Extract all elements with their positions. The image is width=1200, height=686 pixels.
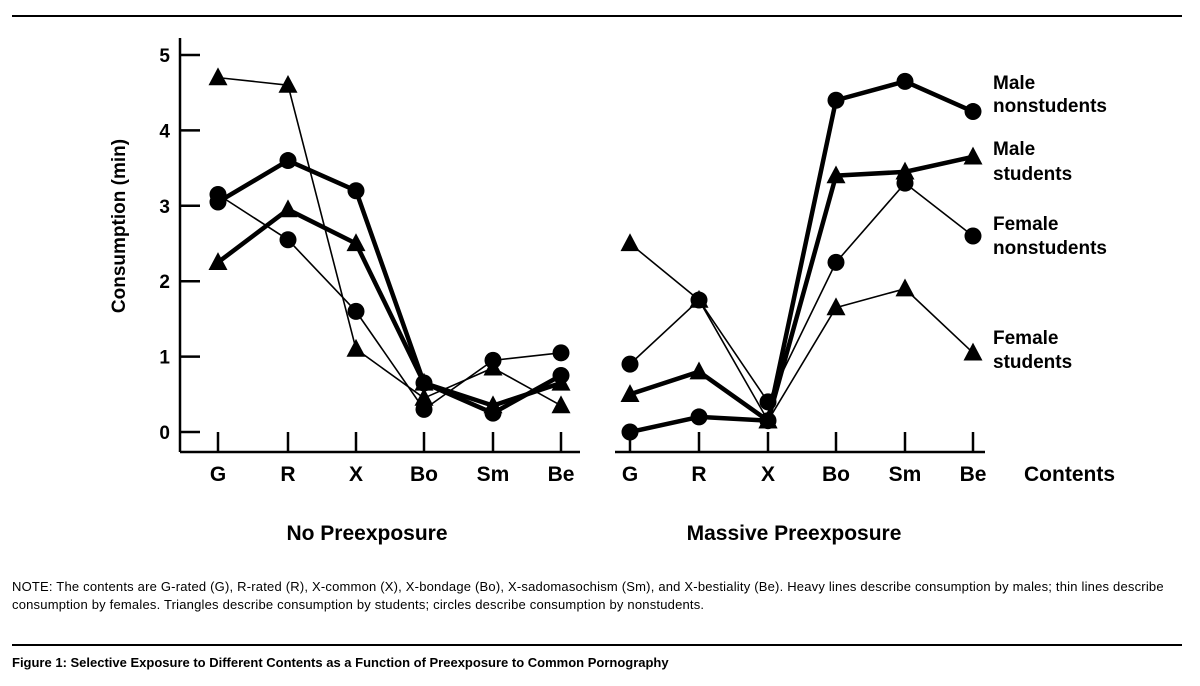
data-point-circle — [690, 408, 708, 426]
data-point-triangle — [208, 252, 228, 270]
series-line-female-nonstudents — [217, 193, 562, 411]
y-tick-label: 4 — [159, 121, 170, 142]
bottom-rule — [12, 644, 1182, 646]
series-line-female-students — [217, 76, 562, 407]
legend-label-line1: Female — [993, 328, 1058, 349]
data-point-triangle — [483, 395, 503, 414]
panel-title: No Preexposure — [286, 522, 447, 545]
data-point-circle — [964, 227, 982, 245]
series-line-male-nonstudents — [216, 158, 563, 416]
data-point-circle — [279, 152, 297, 170]
data-point-circle — [827, 253, 845, 271]
data-point-triangle — [689, 289, 709, 308]
data-point-circle — [347, 182, 365, 200]
series-line-male-students — [216, 207, 562, 408]
data-point-circle — [896, 174, 914, 192]
data-point-circle — [347, 302, 365, 320]
data-point-triangle — [208, 67, 228, 86]
y-tick-label: 0 — [159, 423, 170, 444]
legend-label-line2: nonstudents — [993, 238, 1107, 259]
data-point-circle — [279, 231, 297, 249]
data-point-circle — [209, 185, 227, 203]
y-tick-label: 5 — [159, 46, 170, 67]
data-point-circle — [621, 423, 639, 441]
y-tick-label: 3 — [159, 197, 170, 218]
chart-series — [208, 67, 983, 441]
legend-label-line2: students — [993, 352, 1072, 373]
y-tick-label: 1 — [159, 348, 170, 369]
x-tick-label-g: G — [210, 463, 226, 486]
x-tick-label-bo: Bo — [822, 463, 850, 486]
data-point-triangle — [346, 338, 366, 357]
legend-item: Female nonstudents — [993, 214, 1107, 259]
data-point-triangle — [963, 146, 983, 165]
panel-title: Massive Preexposure — [687, 522, 902, 545]
x-tick-label-r: R — [280, 463, 295, 486]
data-point-circle — [896, 72, 914, 90]
data-point-triangle — [963, 342, 983, 361]
data-point-triangle — [826, 297, 846, 316]
x-tick-label-r: R — [691, 463, 706, 486]
series-line-male-students — [629, 154, 974, 423]
x-tick-label-g: G — [622, 463, 638, 486]
data-point-triangle — [826, 165, 846, 184]
series-line-male-nonstudents — [629, 79, 974, 435]
data-point-triangle — [551, 395, 571, 414]
x-tick-label-sm: Sm — [889, 463, 922, 486]
data-point-triangle — [414, 372, 434, 391]
data-point-triangle — [620, 233, 640, 252]
legend-label-line2: nonstudents — [993, 96, 1107, 117]
x-tick-label-be: Be — [548, 463, 575, 486]
data-point-circle — [759, 393, 777, 411]
legend-label-line2: students — [993, 164, 1072, 185]
x-tick-label-sm: Sm — [477, 463, 510, 486]
data-point-triangle — [895, 278, 915, 297]
data-point-circle — [552, 344, 570, 362]
data-point-triangle — [483, 357, 503, 376]
chart-axes — [178, 38, 985, 454]
x-tick-label-be: Be — [960, 463, 987, 486]
figure-note: NOTE: The contents are G-rated (G), R-ra… — [12, 579, 1164, 612]
chart: 0 1 2 3 4 5 Consumption (min) G R X Bo Sm Be G R X Bo Sm B… — [109, 38, 1115, 545]
x-tick-label-x: X — [761, 463, 775, 486]
data-point-triangle — [620, 384, 640, 402]
legend-label-line1: Female — [993, 214, 1058, 235]
figure-caption: Figure 1: Selective Exposure to Differen… — [12, 655, 669, 670]
data-point-triangle — [278, 74, 298, 93]
series-line-female-students — [629, 242, 974, 422]
top-rule — [12, 15, 1182, 17]
data-point-triangle — [758, 410, 778, 429]
data-point-circle — [621, 355, 639, 373]
data-point-triangle — [278, 199, 298, 218]
legend-label-line1: Male — [993, 73, 1035, 94]
data-point-triangle — [689, 361, 709, 380]
series-line-female-nonstudents — [629, 182, 974, 403]
legend-item: Female students — [993, 328, 1072, 373]
legend-item: Male students — [993, 139, 1072, 185]
data-point-triangle — [551, 372, 571, 391]
y-tick-label: 2 — [159, 272, 170, 293]
x-axis-label: Contents — [1024, 463, 1115, 486]
x-tick-label-x: X — [349, 463, 363, 486]
legend-label-line1: Male — [993, 139, 1035, 160]
data-point-triangle — [346, 233, 366, 252]
data-point-triangle — [895, 161, 915, 180]
data-point-triangle — [414, 387, 434, 406]
chart-text: 0 1 2 3 4 5 Consumption (min) G R X Bo Sm Be G R X Bo Sm B… — [109, 46, 1115, 545]
x-tick-label-bo: Bo — [410, 463, 438, 486]
y-axis-label: Consumption (min) — [109, 139, 130, 313]
data-point-circle — [964, 103, 982, 121]
data-point-circle — [827, 91, 845, 109]
